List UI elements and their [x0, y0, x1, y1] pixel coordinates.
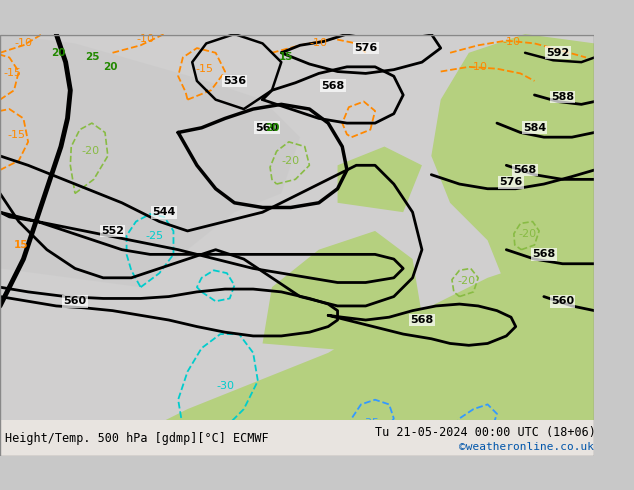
Text: 568: 568: [321, 80, 344, 91]
Text: 15: 15: [13, 240, 28, 250]
Text: -20: -20: [519, 229, 537, 239]
Text: 560: 560: [63, 296, 87, 306]
Text: ©weatheronline.co.uk: ©weatheronline.co.uk: [460, 441, 595, 452]
Text: 560: 560: [551, 296, 574, 306]
Text: -10: -10: [15, 38, 32, 49]
Text: 568: 568: [410, 315, 434, 325]
Text: -25: -25: [146, 231, 164, 241]
Polygon shape: [337, 147, 422, 212]
Text: -30: -30: [216, 381, 234, 391]
Polygon shape: [0, 34, 300, 287]
Text: 20: 20: [103, 62, 118, 72]
Polygon shape: [122, 250, 595, 456]
Text: -10: -10: [310, 38, 328, 49]
Text: -15: -15: [8, 130, 26, 140]
Polygon shape: [0, 420, 595, 456]
Polygon shape: [262, 231, 422, 353]
Text: 560: 560: [256, 123, 279, 133]
Polygon shape: [0, 34, 595, 456]
Text: -35: -35: [361, 418, 379, 428]
Text: 536: 536: [223, 76, 246, 86]
Text: -15: -15: [3, 69, 21, 78]
Text: -40: -40: [469, 423, 488, 433]
Text: 584: 584: [523, 123, 546, 133]
Text: 588: 588: [551, 92, 574, 102]
Text: 552: 552: [101, 226, 124, 236]
Text: -10: -10: [469, 62, 487, 72]
Text: 592: 592: [547, 48, 569, 58]
Text: 576: 576: [500, 177, 522, 187]
Text: 568: 568: [532, 249, 555, 259]
Text: 25: 25: [85, 52, 99, 62]
Text: -20: -20: [457, 276, 475, 286]
Polygon shape: [534, 381, 595, 456]
Text: -10: -10: [502, 37, 520, 47]
Text: Tu 21-05-2024 00:00 UTC (18+06): Tu 21-05-2024 00:00 UTC (18+06): [375, 426, 596, 439]
Text: -10: -10: [136, 34, 154, 44]
Polygon shape: [431, 34, 595, 287]
Text: 20: 20: [51, 48, 65, 58]
Text: 576: 576: [354, 43, 377, 53]
Text: Height/Temp. 500 hPa [gdmp][°C] ECMWF: Height/Temp. 500 hPa [gdmp][°C] ECMWF: [4, 432, 268, 444]
Text: 544: 544: [152, 207, 176, 217]
Text: 15: 15: [279, 52, 294, 62]
Text: -20: -20: [281, 156, 300, 166]
Polygon shape: [0, 34, 595, 456]
Text: 568: 568: [514, 165, 537, 175]
Polygon shape: [0, 34, 595, 456]
Text: 20: 20: [264, 123, 279, 133]
Circle shape: [548, 404, 577, 433]
Text: -20: -20: [82, 146, 100, 156]
Text: -15: -15: [195, 64, 214, 74]
Polygon shape: [460, 81, 544, 156]
